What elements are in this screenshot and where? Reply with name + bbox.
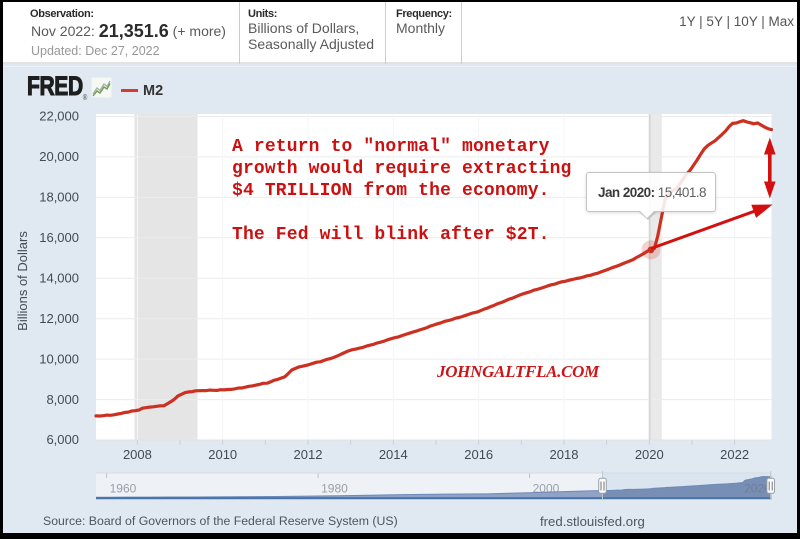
svg-text:22,000: 22,000 <box>39 109 79 124</box>
svg-text:8,000: 8,000 <box>46 392 79 407</box>
svg-text:2016: 2016 <box>464 447 493 462</box>
svg-text:12,000: 12,000 <box>39 311 79 326</box>
svg-text:2012: 2012 <box>294 447 323 462</box>
svg-text:14,000: 14,000 <box>39 270 79 285</box>
svg-text:16,000: 16,000 <box>39 230 79 245</box>
svg-text:1980: 1980 <box>321 482 348 496</box>
svg-text:2020: 2020 <box>744 482 771 496</box>
svg-text:Billions of Dollars: Billions of Dollars <box>15 231 30 331</box>
svg-text:6,000: 6,000 <box>46 432 79 447</box>
svg-text:2008: 2008 <box>123 447 152 462</box>
svg-text:2010: 2010 <box>208 447 237 462</box>
svg-text:2020: 2020 <box>635 447 664 462</box>
svg-text:10,000: 10,000 <box>39 351 79 366</box>
svg-text:2018: 2018 <box>550 447 579 462</box>
svg-text:18,000: 18,000 <box>39 190 79 205</box>
svg-text:2022: 2022 <box>720 447 749 462</box>
svg-text:20,000: 20,000 <box>39 149 79 164</box>
svg-text:1960: 1960 <box>110 482 137 496</box>
svg-text:2014: 2014 <box>379 447 408 462</box>
